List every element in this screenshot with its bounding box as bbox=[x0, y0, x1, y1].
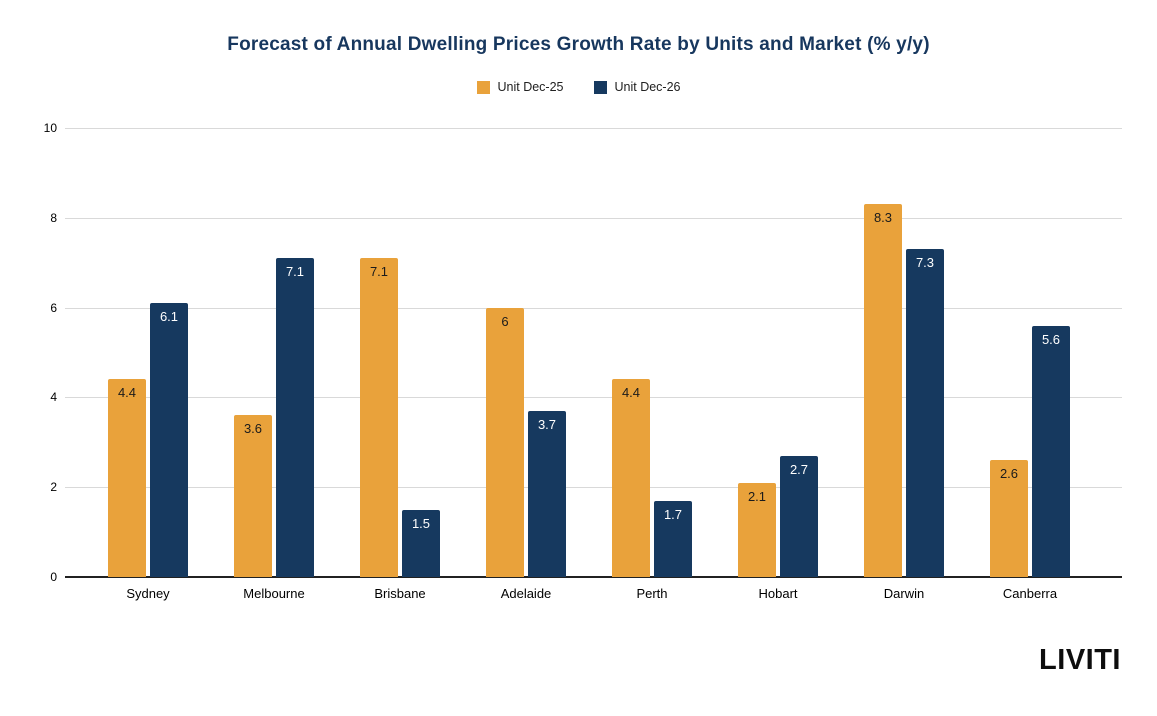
x-category-label: Perth bbox=[636, 586, 668, 601]
bar-value-label: 2.1 bbox=[747, 488, 767, 504]
bar bbox=[612, 379, 650, 577]
bar-value-label: 1.5 bbox=[411, 515, 431, 531]
x-category-label: Sydney bbox=[126, 586, 170, 601]
legend-label: Unit Dec-25 bbox=[497, 80, 564, 94]
bar-value-label: 5.6 bbox=[1041, 331, 1061, 347]
bar bbox=[1032, 325, 1070, 577]
bar bbox=[528, 410, 566, 577]
bar-value-label: 4.4 bbox=[117, 385, 137, 401]
x-category-label: Canberra bbox=[1002, 586, 1058, 601]
y-tick-label: 2 bbox=[50, 480, 57, 495]
bar-value-label: 4.4 bbox=[621, 385, 641, 401]
y-tick-label: 8 bbox=[50, 210, 57, 225]
bar bbox=[864, 204, 902, 577]
bar-value-label: 6 bbox=[501, 313, 509, 329]
chart-title: Forecast of Annual Dwelling Prices Growt… bbox=[227, 34, 930, 55]
x-category-label: Hobart bbox=[758, 586, 798, 601]
bar bbox=[108, 379, 146, 577]
legend-item: Unit Dec-25 bbox=[476, 80, 564, 94]
bar bbox=[738, 482, 776, 577]
legend-label: Unit Dec-26 bbox=[614, 80, 681, 94]
bar-value-label: 6.1 bbox=[159, 309, 179, 325]
x-category-label: Melbourne bbox=[243, 586, 305, 601]
y-tick-label: 0 bbox=[50, 570, 57, 584]
bar bbox=[276, 258, 314, 577]
legend-swatch-icon bbox=[593, 80, 607, 94]
legend-item: Unit Dec-26 bbox=[593, 80, 681, 94]
bar-value-label: 2.6 bbox=[999, 466, 1019, 482]
bar bbox=[402, 509, 440, 577]
x-category-label: Darwin bbox=[883, 586, 925, 601]
y-gridline bbox=[65, 397, 1122, 399]
bar-value-label: 1.7 bbox=[663, 506, 683, 522]
bar bbox=[780, 455, 818, 577]
y-gridline bbox=[65, 128, 1122, 129]
y-tick-label: 6 bbox=[50, 300, 57, 315]
bar-value-label: 2.7 bbox=[789, 461, 809, 477]
bar bbox=[906, 249, 944, 577]
brand-logo: LIVITI bbox=[1039, 644, 1121, 676]
y-gridline bbox=[65, 487, 1122, 489]
legend-swatch-icon bbox=[476, 80, 490, 94]
x-axis-line bbox=[65, 576, 1122, 578]
bar-value-label: 8.3 bbox=[873, 210, 893, 226]
legend: Unit Dec-25 Unit Dec-26 bbox=[0, 80, 1157, 94]
x-category-label: Brisbane bbox=[374, 586, 426, 601]
bar bbox=[654, 500, 692, 577]
bar bbox=[486, 307, 524, 577]
bar-value-label: 7.1 bbox=[285, 264, 305, 280]
bar bbox=[990, 460, 1028, 577]
bar-value-label: 3.6 bbox=[243, 421, 263, 437]
y-gridline bbox=[65, 307, 1122, 309]
y-tick-label: 4 bbox=[50, 390, 57, 405]
bar-value-label: 3.7 bbox=[537, 416, 557, 432]
bar-value-label: 7.3 bbox=[915, 255, 935, 271]
bar bbox=[150, 303, 188, 577]
bar-value-label: 7.1 bbox=[369, 264, 389, 280]
bar bbox=[234, 415, 272, 577]
x-category-label: Adelaide bbox=[500, 586, 552, 601]
y-gridline bbox=[65, 217, 1122, 219]
y-tick-label: 10 bbox=[43, 121, 57, 135]
bar bbox=[360, 258, 398, 577]
